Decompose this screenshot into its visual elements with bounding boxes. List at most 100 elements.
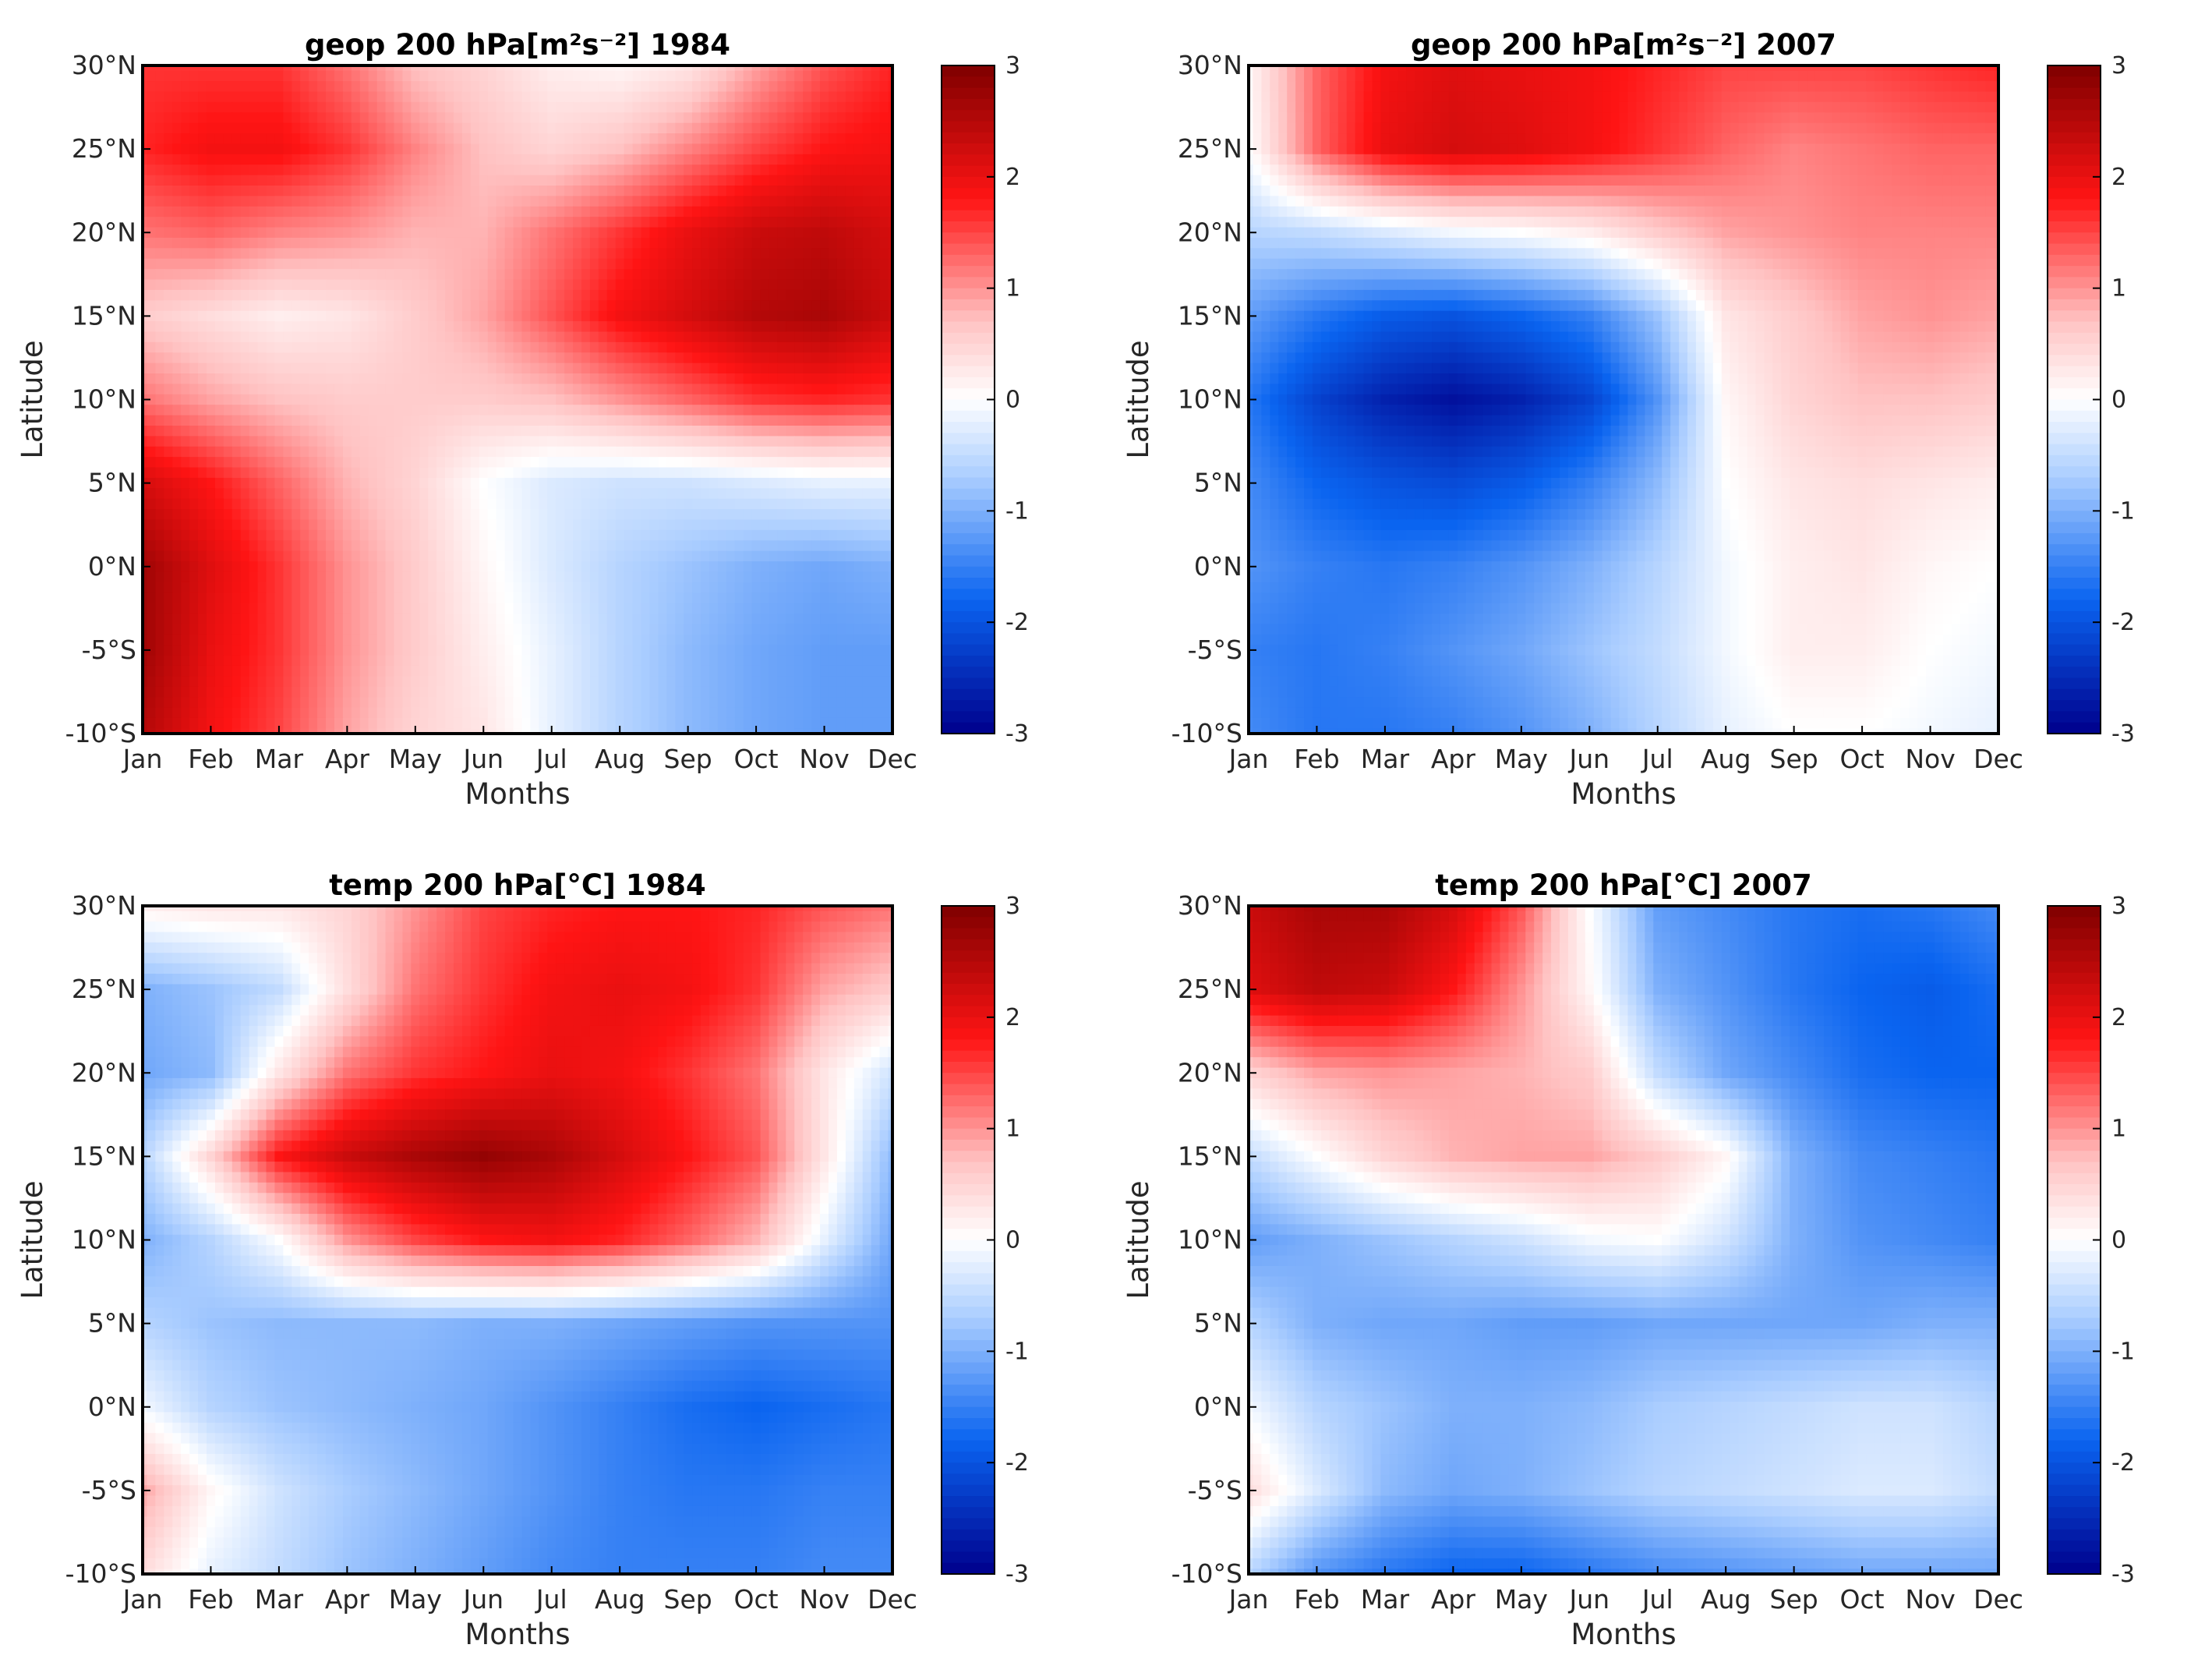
heatmap-cell xyxy=(342,289,352,301)
heatmap-cell xyxy=(598,457,608,469)
heatmap-cell xyxy=(658,310,667,322)
heatmap-cell xyxy=(181,634,190,645)
heatmap-cell xyxy=(257,154,267,165)
heatmap-cell xyxy=(266,143,276,155)
heatmap-cell xyxy=(334,206,344,218)
heatmap-cell xyxy=(479,446,489,458)
heatmap-cell xyxy=(684,310,693,322)
heatmap-cell xyxy=(411,81,420,93)
heatmap-cell xyxy=(342,310,352,322)
heatmap-cell xyxy=(274,394,284,405)
heatmap-cell xyxy=(376,373,387,385)
heatmap-cell xyxy=(257,331,267,343)
heatmap-cell xyxy=(641,310,651,322)
heatmap-cell xyxy=(461,310,472,322)
heatmap-cell xyxy=(589,352,599,364)
heatmap-cell xyxy=(155,101,164,113)
heatmap-cell xyxy=(411,477,420,489)
heatmap-cell xyxy=(198,561,207,573)
heatmap-cell xyxy=(359,248,369,260)
heatmap-cell xyxy=(249,269,259,281)
heatmap-cell xyxy=(641,112,651,124)
heatmap-cell xyxy=(624,122,634,134)
heatmap-cell xyxy=(368,122,378,134)
heatmap-cell xyxy=(436,237,446,249)
heatmap-cell xyxy=(573,352,582,364)
heatmap-cell xyxy=(675,143,684,155)
heatmap-cell xyxy=(556,614,565,624)
heatmap-cell xyxy=(692,415,701,426)
heatmap-cell xyxy=(734,154,744,165)
heatmap-cell xyxy=(283,363,292,374)
heatmap-cell xyxy=(164,143,173,155)
heatmap-cell xyxy=(564,394,574,405)
heatmap-cell xyxy=(454,436,463,447)
heatmap-cell xyxy=(530,529,539,541)
heatmap-cell xyxy=(547,436,557,447)
heatmap-cell xyxy=(300,206,309,218)
heatmap-cell xyxy=(769,415,779,426)
heatmap-cell xyxy=(394,206,404,218)
heatmap-cell xyxy=(726,634,736,645)
heatmap-cell xyxy=(351,446,361,458)
heatmap-cell xyxy=(734,70,744,82)
heatmap-cell xyxy=(164,425,173,437)
heatmap-cell xyxy=(717,122,727,134)
heatmap-cell xyxy=(853,237,864,249)
heatmap-cell xyxy=(223,91,233,103)
heatmap-cell xyxy=(777,498,786,510)
heatmap-cell xyxy=(317,394,327,405)
heatmap-cell xyxy=(198,634,207,645)
heatmap-cell xyxy=(539,519,548,531)
heatmap-cell xyxy=(189,561,199,573)
heatmap-cell xyxy=(317,300,327,312)
heatmap-cell xyxy=(811,467,821,479)
heatmap-cell xyxy=(853,405,864,416)
heatmap-cell xyxy=(470,571,480,583)
heatmap-cell xyxy=(436,143,446,155)
heatmap-cell xyxy=(726,603,736,614)
heatmap-cell xyxy=(376,488,387,500)
heatmap-cell xyxy=(734,529,744,541)
heatmap-cell xyxy=(539,415,548,426)
heatmap-cell xyxy=(172,634,182,645)
heatmap-cell xyxy=(811,446,821,458)
heatmap-cell xyxy=(249,122,259,134)
heatmap-cell xyxy=(845,122,855,134)
heatmap-cell xyxy=(692,509,701,521)
heatmap-cell xyxy=(811,363,821,374)
heatmap-cell xyxy=(419,519,429,531)
heatmap-cell xyxy=(342,143,352,155)
heatmap-cell xyxy=(198,175,207,186)
heatmap-cell xyxy=(692,227,701,239)
heatmap-cell xyxy=(666,206,676,218)
heatmap-cell xyxy=(334,603,344,614)
heatmap-cell xyxy=(326,529,335,541)
heatmap-cell xyxy=(334,624,344,635)
heatmap-cell xyxy=(334,425,344,437)
heatmap-cell xyxy=(309,477,318,489)
heatmap-cell xyxy=(411,112,420,124)
heatmap-cell xyxy=(769,164,779,176)
heatmap-cell xyxy=(231,206,242,218)
heatmap-cell xyxy=(708,373,719,385)
heatmap-cell xyxy=(189,341,199,353)
heatmap-cell xyxy=(871,91,881,103)
heatmap-cell xyxy=(598,352,608,364)
heatmap-cell xyxy=(734,112,744,124)
heatmap-cell xyxy=(632,592,642,604)
heatmap-cell xyxy=(419,436,429,447)
heatmap-cell xyxy=(181,394,190,405)
heatmap-cell xyxy=(231,258,242,270)
heatmap-cell xyxy=(359,122,369,134)
heatmap-cell xyxy=(274,550,284,562)
heatmap-cell xyxy=(692,143,701,155)
heatmap-cell xyxy=(470,436,480,447)
heatmap-cell xyxy=(181,603,190,614)
heatmap-cell xyxy=(436,446,446,458)
heatmap-cell xyxy=(470,341,480,353)
heatmap-cell xyxy=(888,529,893,541)
heatmap-cell xyxy=(606,279,617,291)
heatmap-cell xyxy=(769,101,779,113)
heatmap-cell xyxy=(266,384,276,395)
